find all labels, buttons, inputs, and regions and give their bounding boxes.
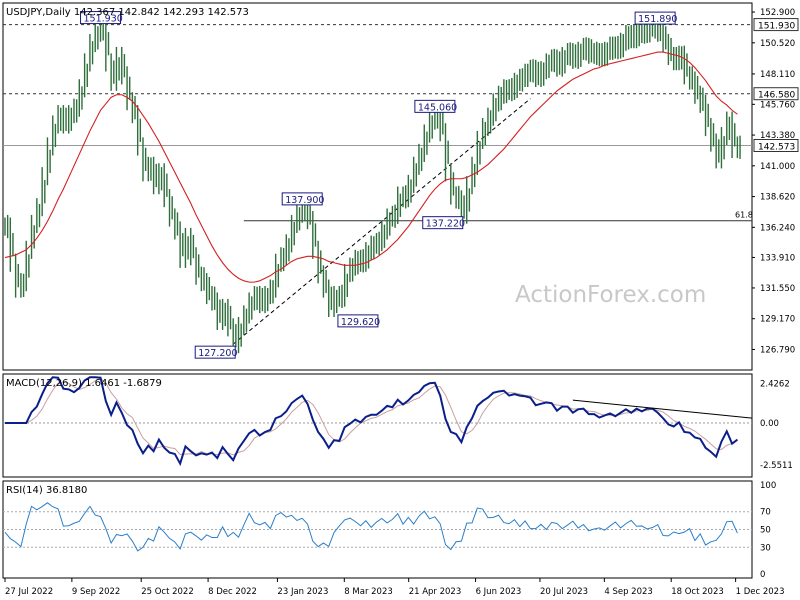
moving-average-line (4, 51, 738, 283)
level-label-2: 142.573 (758, 142, 795, 152)
date-tick-label: 8 Mar 2023 (344, 587, 392, 597)
fib-label: 61.8 (735, 211, 753, 220)
date-tick-label: 20 Jul 2023 (540, 587, 588, 597)
rsi-tick-label: 30 (760, 543, 771, 553)
price-tick-label: 129.170 (760, 315, 795, 325)
rsi-tick-label: 100 (760, 481, 776, 491)
level-label-box-1 (753, 87, 799, 101)
price-tick-label: 148.110 (760, 70, 795, 80)
price-tick-label: 141.000 (760, 162, 795, 172)
annotation-box-4 (414, 99, 456, 113)
macd-divergence-line (572, 399, 753, 419)
price-tick-label: 131.550 (760, 284, 795, 294)
annotation-label-5: 137.220 (426, 219, 465, 230)
level-label-0: 151.930 (758, 22, 795, 32)
annotation-label-4: 145.060 (418, 102, 457, 113)
date-tick-label: 25 Oct 2022 (141, 587, 194, 597)
date-tick-label: 18 Oct 2023 (671, 587, 724, 597)
chart-header: USDJPY,Daily 142.367 142.842 142.293 142… (6, 7, 249, 18)
date-tick-label: 1 Dec 2023 (736, 587, 785, 597)
date-tick-label: 23 Jan 2023 (277, 587, 328, 597)
price-tick-label: 133.910 (760, 253, 795, 263)
rsi-title: RSI(14) 36.8180 (6, 485, 87, 496)
watermark: ActionForex.com (515, 282, 706, 308)
annotation-box-1 (194, 345, 236, 359)
macd-tick-label: 2.4262 (760, 379, 790, 389)
date-tick-label: 4 Sep 2023 (604, 587, 652, 597)
rsi-tick-label: 50 (760, 526, 771, 536)
annotation-box-3 (337, 314, 379, 328)
date-tick-label: 21 Apr 2023 (409, 587, 462, 597)
level-label-box-2 (753, 138, 799, 152)
price-tick-label: 136.240 (760, 223, 795, 233)
annotation-box-0 (80, 11, 122, 25)
date-tick-label: 9 Sep 2022 (72, 587, 120, 597)
price-panel (2, 2, 753, 371)
macd-title: MACD(12,26,9) 1.6461 -1.6879 (6, 378, 162, 389)
level-label-1: 146.580 (758, 91, 795, 101)
date-tick-label: 27 Jul 2022 (5, 587, 53, 597)
annotation-label-3: 129.620 (341, 317, 380, 328)
rsi-line (4, 502, 738, 552)
macd-tick-label: 0.00 (760, 419, 779, 429)
price-tick-label: 145.760 (760, 100, 795, 110)
level-label-box-0 (753, 18, 799, 32)
annotation-label-0: 151.930 (84, 14, 123, 25)
annotation-box-5 (422, 216, 464, 230)
annotation-box-6 (634, 11, 676, 25)
rsi-tick-label: 0 (760, 570, 765, 580)
macd-line (5, 376, 738, 467)
date-tick-label: 6 Jun 2023 (476, 587, 522, 597)
macd-tick-label: -2.5511 (760, 461, 793, 471)
rsi-tick-label: 70 (760, 508, 771, 518)
annotation-label-2: 137.900 (285, 195, 324, 206)
annotation-label-1: 127.200 (198, 348, 237, 359)
annotation-box-2 (281, 192, 323, 206)
price-tick-label: 150.520 (760, 39, 795, 49)
price-tick-label: 143.380 (760, 131, 795, 141)
annotation-label-6: 151.890 (638, 14, 677, 25)
price-tick-label: 126.790 (760, 345, 795, 355)
macd-panel (2, 373, 753, 478)
price-tick-label: 152.900 (760, 8, 795, 18)
date-tick-label: 8 Dec 2022 (208, 587, 257, 597)
price-tick-label: 138.620 (760, 193, 795, 203)
